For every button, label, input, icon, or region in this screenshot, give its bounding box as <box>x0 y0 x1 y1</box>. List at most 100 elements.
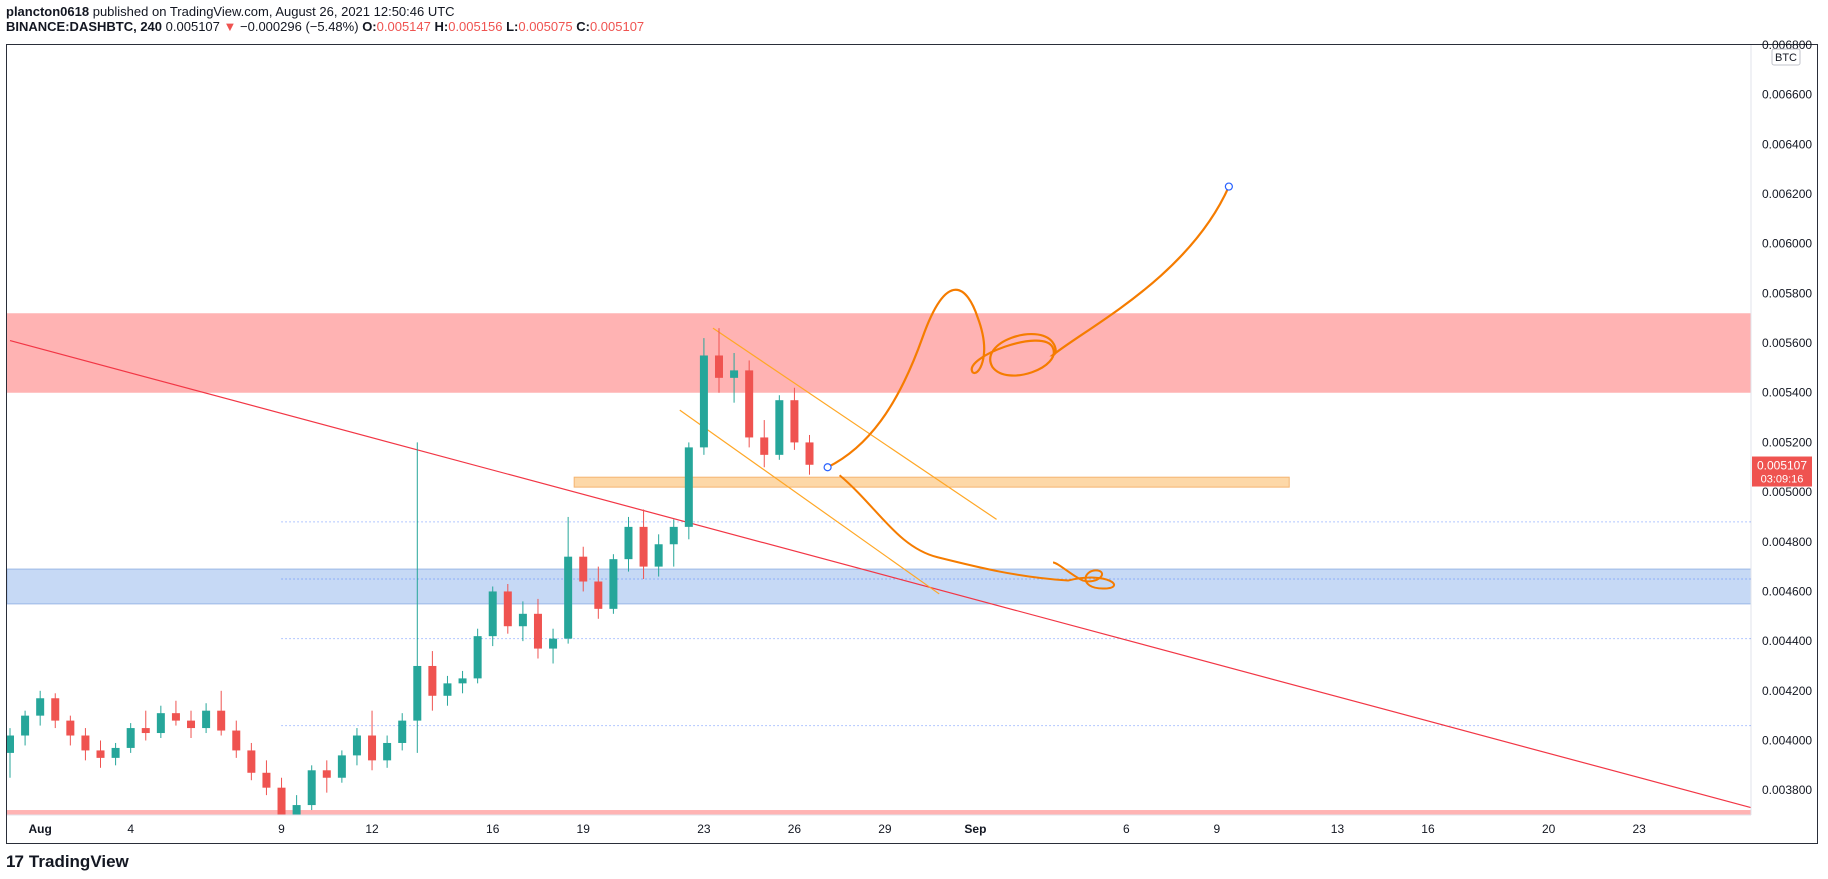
down-arrow-icon: ▼ <box>223 19 237 34</box>
candle-body <box>322 770 331 778</box>
candle-body <box>760 437 769 455</box>
candle-body <box>699 355 708 448</box>
descending-trendline[interactable] <box>9 340 1751 809</box>
projection-up-drawing[interactable] <box>827 186 1230 469</box>
candle-body <box>473 636 482 679</box>
currency-badge-label: BTC <box>1775 52 1797 64</box>
symbol-label: BINANCE:DASHBTC, 240 <box>6 19 163 34</box>
price-tick-label: 0.004800 <box>1762 535 1812 549</box>
candle-body <box>126 728 135 748</box>
price-tick-label: 0.006400 <box>1762 137 1812 151</box>
high-label: H: <box>434 19 449 34</box>
candle-body <box>352 735 361 756</box>
candle-body <box>36 698 45 716</box>
close-value: 0.005107 <box>589 19 645 34</box>
time-tick-label: 6 <box>1123 822 1130 836</box>
candle-body <box>684 447 693 527</box>
time-tick-label: 26 <box>788 822 802 836</box>
support-zone[interactable] <box>7 568 1751 605</box>
price-tick-label: 0.005800 <box>1762 286 1812 300</box>
chart-frame <box>6 44 1818 844</box>
price-tick-label: 0.005600 <box>1762 336 1812 350</box>
time-tick-label: 23 <box>1633 822 1647 836</box>
brand-name: TradingView <box>28 852 129 871</box>
candle-body <box>805 442 814 465</box>
price-tick-label: 0.004200 <box>1762 684 1812 698</box>
candle-body <box>669 526 678 545</box>
price-tick-label: 0.006200 <box>1762 187 1812 201</box>
channel-line-2[interactable] <box>679 409 940 595</box>
candle-body <box>564 556 573 639</box>
candle-body <box>66 720 75 736</box>
candle-body <box>202 710 211 729</box>
candle-body <box>232 730 241 751</box>
price-change: −0.000296 (−5.48%) <box>240 19 359 34</box>
price-tick-label: 0.005000 <box>1762 485 1812 499</box>
candle-body <box>81 735 90 751</box>
time-tick-label: 4 <box>127 822 134 836</box>
time-tick-label: 9 <box>278 822 285 836</box>
candle-body <box>21 715 30 736</box>
publish-line: plancton0618 published on TradingView.co… <box>6 4 644 19</box>
candle-body <box>579 556 588 582</box>
open-label: O: <box>362 19 377 34</box>
candle-body <box>51 698 60 721</box>
projection-down-drawing[interactable] <box>838 474 1116 590</box>
last-price-tag <box>1752 456 1812 487</box>
tradingview-footer[interactable]: 17 TradingView <box>6 852 129 872</box>
orange-zone-zone[interactable] <box>573 476 1290 488</box>
candle-body <box>443 683 452 696</box>
candle-body <box>156 713 165 734</box>
time-tick-label: 29 <box>878 822 892 836</box>
chart-header: plancton0618 published on TradingView.co… <box>6 4 644 34</box>
published-text: published on TradingView.com, August 26,… <box>92 4 455 19</box>
candle-body <box>292 805 301 815</box>
candle-body <box>654 544 663 567</box>
candle-body <box>383 742 392 761</box>
candle-body <box>428 665 437 696</box>
candle-body <box>217 710 226 731</box>
candle-body <box>111 747 120 758</box>
candle-body <box>307 770 316 806</box>
candle-body <box>639 526 648 567</box>
open-value: 0.005147 <box>376 19 431 34</box>
price-tick-label: 0.005400 <box>1762 386 1812 400</box>
time-tick-label: 20 <box>1542 822 1556 836</box>
candle-body <box>96 750 105 758</box>
time-tick-label: 12 <box>365 822 379 836</box>
candle-body <box>775 400 784 455</box>
high-value: 0.005156 <box>448 19 503 34</box>
author-name[interactable]: plancton0618 <box>6 4 90 19</box>
candle-body <box>187 720 196 729</box>
candle-body <box>171 713 180 721</box>
candle-body <box>624 526 633 560</box>
candle-body <box>141 728 150 734</box>
price-tick-label: 0.003800 <box>1762 783 1812 797</box>
currency-badge[interactable] <box>1771 48 1801 66</box>
candle-body <box>518 613 527 627</box>
candle-body <box>398 720 407 743</box>
channel-line-1[interactable] <box>712 327 997 520</box>
bottom-zone[interactable] <box>7 810 1751 820</box>
drawing-handle[interactable] <box>1224 182 1233 191</box>
candle-body <box>745 370 754 438</box>
time-tick-label: Sep <box>964 822 986 836</box>
time-tick-label: 9 <box>1213 822 1220 836</box>
last-price: 0.005107 <box>165 19 220 34</box>
drawing-start-handle[interactable] <box>823 463 832 472</box>
time-tick-label: 16 <box>486 822 500 836</box>
candle-body <box>549 638 558 649</box>
price-tick-label: 0.005200 <box>1762 435 1812 449</box>
resistance-zone[interactable] <box>7 313 1751 393</box>
time-tick-label: Aug <box>29 822 52 836</box>
low-value: 0.005075 <box>518 19 573 34</box>
price-tick-label: 0.004000 <box>1762 733 1812 747</box>
candle-body <box>262 772 271 788</box>
time-tick-label: 23 <box>697 822 711 836</box>
candle-body <box>413 665 422 721</box>
price-tick-label: 0.004600 <box>1762 584 1812 598</box>
time-tick-label: 13 <box>1331 822 1345 836</box>
tradingview-logo-icon: 17 <box>6 852 24 871</box>
candle-body <box>790 400 799 443</box>
